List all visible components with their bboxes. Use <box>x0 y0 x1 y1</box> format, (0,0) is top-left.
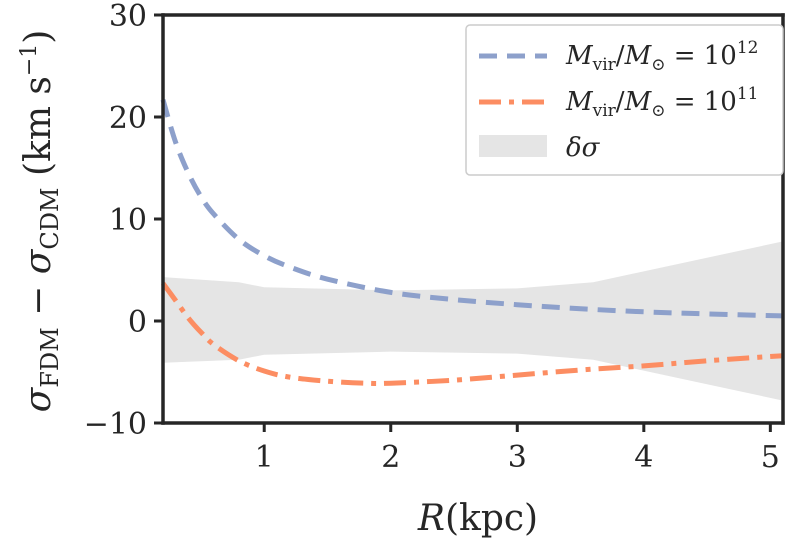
x-tick-label: 2 <box>381 440 400 475</box>
y-tick-label: −10 <box>84 407 147 442</box>
y-tick-label: 30 <box>109 0 147 34</box>
x-tick-label: 5 <box>761 440 780 475</box>
y-axis-ticks: −10 0 10 20 30 <box>84 0 163 442</box>
legend-label-mvir-1e11: Mvir/M⊙ = 1011 <box>565 84 758 121</box>
x-axis-ticks: 1 2 3 4 5 <box>255 423 780 475</box>
series-line-mvir-1e11 <box>160 281 784 387</box>
y-tick-label: 0 <box>128 305 147 340</box>
delta-sigma-band <box>163 241 783 401</box>
legend: Mvir/M⊙ = 1012 Mvir/M⊙ = 1011 δσ <box>465 24 784 176</box>
x-tick-label: 1 <box>255 440 274 475</box>
legend-swatch-delta-sigma <box>479 135 547 157</box>
x-tick-label: 4 <box>634 440 653 475</box>
legend-label-mvir-1e12: Mvir/M⊙ = 1012 <box>565 38 758 75</box>
x-tick-label: 3 <box>508 440 527 475</box>
legend-label-delta-sigma: δσ <box>566 133 601 163</box>
y-tick-label: 10 <box>109 203 147 238</box>
y-axis-title: σFDM − σCDM (km s−1) <box>17 30 64 413</box>
y-tick-label: 20 <box>109 101 147 136</box>
x-axis-title: R(kpc) <box>417 498 538 539</box>
series-line-mvir-1e12 <box>160 98 784 319</box>
